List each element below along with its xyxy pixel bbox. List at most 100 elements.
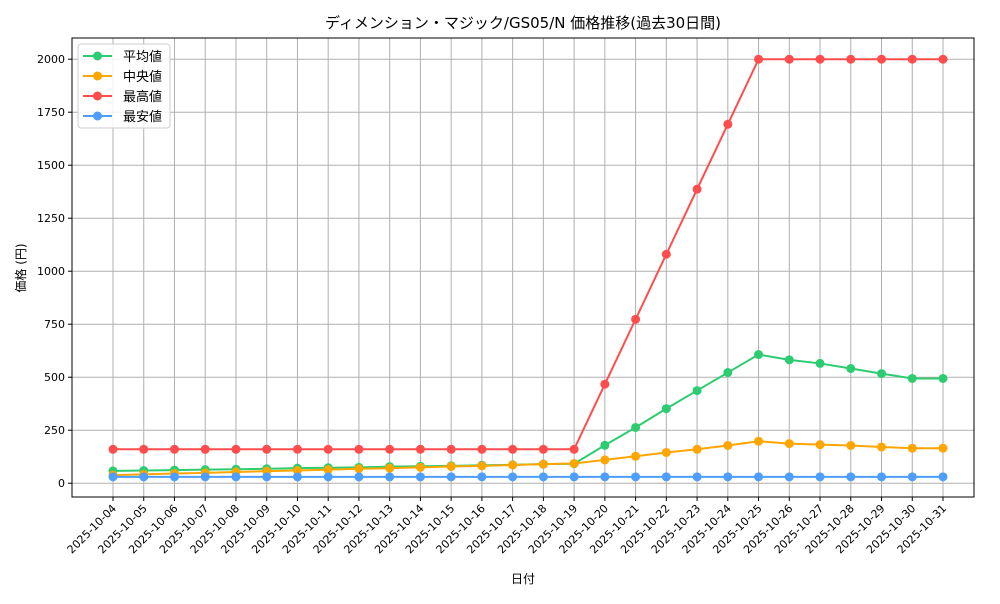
data-point — [231, 472, 241, 482]
series-0 — [108, 350, 948, 476]
data-point — [292, 444, 302, 454]
data-point — [108, 444, 118, 454]
data-point — [569, 472, 579, 482]
data-point — [354, 472, 364, 482]
data-point — [323, 472, 333, 482]
data-point — [723, 119, 733, 129]
data-point — [938, 54, 948, 64]
data-point — [292, 465, 302, 475]
y-axis: 0 250 500 750 1000 1250 1500 1750 2000 — [37, 53, 72, 490]
data-point — [385, 472, 395, 482]
series-line — [113, 58, 943, 451]
legend-label: 最高値 — [123, 89, 162, 105]
y-tick-label: 2000 — [37, 53, 65, 66]
y-tick-label: 1000 — [37, 265, 65, 278]
data-point — [508, 472, 518, 482]
data-point — [446, 472, 456, 482]
data-point — [323, 465, 333, 475]
data-point — [292, 472, 302, 482]
data-point — [723, 368, 733, 378]
data-point — [846, 472, 856, 482]
y-tick-label: 1250 — [37, 212, 65, 225]
data-point — [569, 444, 579, 454]
data-point — [600, 440, 610, 450]
legend-box — [77, 43, 171, 129]
data-point — [354, 444, 364, 454]
data-point — [938, 373, 948, 383]
series-group — [108, 54, 948, 482]
data-point — [877, 54, 887, 64]
data-point — [754, 436, 764, 446]
data-point — [385, 444, 395, 454]
data-point — [815, 472, 825, 482]
data-point — [938, 472, 948, 482]
data-point — [508, 460, 518, 470]
data-point — [692, 472, 702, 482]
legend-label: 中央値 — [123, 69, 162, 85]
data-point — [600, 472, 610, 482]
series-line — [112, 440, 943, 477]
data-point — [169, 444, 179, 454]
y-tick-label: 1500 — [37, 159, 65, 172]
legend-marker — [93, 91, 102, 101]
y-tick-label: 500 — [44, 371, 65, 384]
data-point — [415, 444, 425, 454]
data-point — [600, 455, 610, 465]
y-tick-label: 250 — [44, 424, 65, 437]
data-point — [200, 472, 210, 482]
data-point — [846, 364, 856, 374]
data-point — [508, 444, 518, 454]
data-point — [661, 472, 671, 482]
data-point — [692, 184, 702, 194]
y-axis-label: 価格 (円) — [13, 243, 28, 292]
data-point — [538, 444, 548, 454]
data-point — [938, 443, 948, 453]
data-point — [754, 472, 764, 482]
data-point — [477, 472, 487, 482]
data-point — [600, 379, 610, 389]
data-point — [907, 373, 917, 383]
data-point — [631, 314, 641, 324]
data-point — [661, 249, 671, 259]
data-point — [569, 459, 579, 469]
data-point — [846, 440, 856, 450]
y-tick-label: 1750 — [37, 106, 65, 119]
data-point — [538, 459, 548, 469]
data-point — [784, 54, 794, 64]
x-axis-label: 日付 — [511, 572, 535, 586]
data-point — [385, 463, 395, 473]
data-point — [200, 444, 210, 454]
legend-marker — [93, 111, 102, 121]
data-point — [846, 54, 856, 64]
data-point — [877, 442, 887, 452]
x-axis: 2025-10-042025-10-052025-10-062025-10-07… — [65, 497, 949, 556]
data-point — [415, 462, 425, 472]
grid — [72, 38, 974, 497]
y-tick-label: 0 — [58, 477, 65, 490]
data-point — [631, 451, 641, 461]
data-point — [661, 404, 671, 414]
data-point — [139, 444, 149, 454]
data-point — [907, 54, 917, 64]
data-point — [815, 440, 825, 450]
data-point — [139, 472, 149, 482]
data-point — [907, 472, 917, 482]
data-point — [723, 440, 733, 450]
legend-marker — [93, 71, 102, 81]
data-point — [323, 444, 333, 454]
data-point — [631, 472, 641, 482]
data-point — [538, 472, 548, 482]
y-tick-label: 750 — [44, 318, 65, 331]
data-point — [415, 472, 425, 482]
data-point — [477, 461, 487, 471]
data-point — [262, 472, 272, 482]
data-point — [784, 355, 794, 365]
legend-marker — [93, 51, 102, 61]
data-point — [169, 472, 179, 482]
chart-title: ディメンション・マジック/GS05/N 価格推移(過去30日間) — [325, 14, 721, 32]
data-point — [723, 472, 733, 482]
data-point — [631, 422, 641, 432]
plot-frame — [71, 37, 975, 498]
